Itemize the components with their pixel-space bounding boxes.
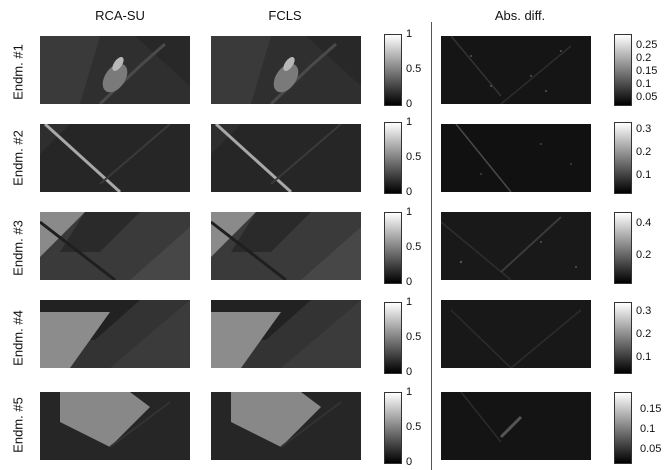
colorbar-tick: 0 [406, 276, 413, 288]
colorbar-diff-endm-1 [614, 34, 632, 106]
fcls-map-endm-1 [211, 36, 361, 104]
rca-su-map-endm-4 [40, 300, 190, 368]
column-title-fcls: FCLS [268, 8, 302, 23]
abs-diff-map-endm-3 [441, 212, 591, 280]
colorbar-tick: 1 [406, 28, 413, 40]
colorbar-tick: 0.2 [636, 52, 652, 64]
colorbar-tick: 0.05 [640, 443, 662, 455]
colorbar-tick: 0 [406, 186, 413, 198]
fcls-map-endm-3 [211, 212, 361, 280]
colorbar-tick: 0.5 [406, 151, 422, 163]
colorbar-tick: 0.2 [636, 249, 652, 261]
column-title-rca-su: RCA-SU [95, 8, 145, 23]
column-title-abs-diff: Abs. diff. [494, 8, 546, 23]
colorbar-tick: 0.4 [636, 217, 652, 229]
colorbar-tick: 1 [406, 386, 413, 398]
colorbar-tick: 0.5 [406, 331, 422, 343]
abs-diff-map-endm-5 [441, 392, 591, 460]
rca-su-map-endm-2 [40, 124, 190, 192]
colorbar-tick: 0 [406, 366, 413, 378]
rca-su-map-endm-1 [40, 36, 190, 104]
fcls-map-endm-5 [211, 392, 361, 460]
fcls-map-endm-2 [211, 124, 361, 192]
colorbar-value-endm-5 [384, 392, 402, 464]
colorbar-diff-endm-2 [614, 122, 632, 194]
colorbar-tick: 0.2 [636, 146, 652, 158]
colorbar-tick: 0.2 [636, 328, 652, 340]
colorbar-tick: 0.15 [636, 65, 658, 77]
colorbar-tick: 0.05 [636, 91, 658, 103]
colorbar-tick: 0.1 [636, 78, 652, 90]
abs-diff-map-endm-1 [441, 36, 591, 104]
colorbar-diff-endm-4 [614, 302, 632, 374]
colorbar-value-endm-3 [384, 212, 402, 284]
colorbar-tick: 0.25 [636, 39, 658, 51]
colorbar-tick: 0.1 [636, 169, 652, 181]
colorbar-tick: 1 [406, 206, 413, 218]
colorbar-diff-endm-3 [614, 212, 632, 284]
fcls-map-endm-4 [211, 300, 361, 368]
colorbar-tick: 0.1 [636, 351, 652, 363]
colorbar-tick: 0.5 [406, 63, 422, 75]
colorbar-tick: 0.15 [640, 403, 662, 415]
colorbar-tick: 1 [406, 116, 413, 128]
colorbar-tick: 0.3 [636, 305, 652, 317]
colorbar-tick: 0.5 [406, 241, 422, 253]
abs-diff-map-endm-2 [441, 124, 591, 192]
colorbar-tick: 0 [406, 98, 413, 110]
abs-diff-map-endm-4 [441, 300, 591, 368]
colorbar-value-endm-1 [384, 34, 402, 106]
column-divider [431, 22, 432, 470]
colorbar-tick: 0.5 [406, 421, 422, 433]
colorbar-tick: 1 [406, 296, 413, 308]
colorbar-value-endm-4 [384, 302, 402, 374]
colorbar-diff-endm-5 [614, 392, 632, 464]
rca-su-map-endm-3 [40, 212, 190, 280]
colorbar-tick: 0 [406, 456, 413, 468]
colorbar-value-endm-2 [384, 122, 402, 194]
colorbar-tick: 0.3 [636, 123, 652, 135]
colorbar-tick: 0.1 [640, 423, 656, 435]
rca-su-map-endm-5 [40, 392, 190, 460]
